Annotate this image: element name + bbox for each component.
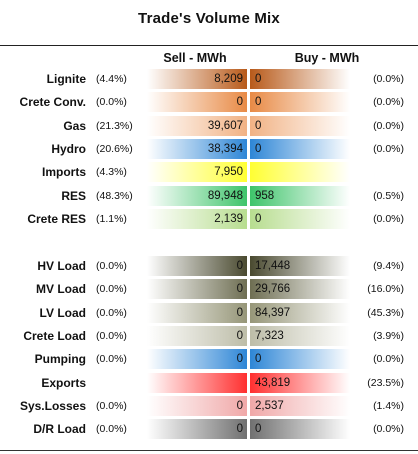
sell-percent: (0.0%) [96,423,127,436]
buy-value-cell: 958 [250,185,350,206]
buy-percent: (9.4%) [373,260,404,272]
row-label: Crete Conv. [19,95,86,110]
buy-percent: (0.0%) [373,96,404,109]
table-row: Crete RES (1.1%) 2,139 0 (0.0%) [0,208,418,229]
buy-value-cell: 29,766 [250,279,350,300]
buy-percent: (23.5%) [367,376,404,389]
table-row: Imports (4.3%) 7,950 [0,162,418,183]
sell-value-cell: 0 [147,349,247,370]
buy-percent: (0.0%) [373,423,404,436]
buy-value-cell: 7,323 [250,325,350,346]
buy-value-cell: 0 [250,138,350,159]
buy-value-cell: 0 [250,419,350,440]
buy-percent: (0.0%) [373,119,404,132]
table-row: Exports 43,819 (23.5%) [0,372,418,393]
row-label: Crete Load [23,328,86,343]
sell-value-cell [147,372,247,393]
buy-value-cell: 0 [250,92,350,113]
table-row: RES (48.3%) 89,948 958 (0.5%) [0,185,418,206]
table-row: HV Load (0.0%) 0 17,448 (9.4%) [0,256,418,276]
buy-percent: (45.3%) [367,306,404,319]
sell-percent: (21.3%) [96,119,133,132]
table-row: Hydro (20.6%) 38,394 0 (0.0%) [0,138,418,159]
buy-value-cell: 17,448 [250,256,350,276]
row-label: LV Load [39,305,86,320]
sell-percent: (0.0%) [96,306,127,319]
buy-value-cell: 84,397 [250,302,350,323]
sell-value-cell: 8,209 [147,69,247,89]
sell-value-cell: 0 [147,92,247,113]
row-label: MV Load [36,282,86,297]
sell-value-cell: 0 [147,325,247,346]
sell-value-cell: 89,948 [147,185,247,206]
row-label: Exports [41,375,86,390]
column-divider [247,66,250,446]
sell-percent: (4.4%) [96,73,127,85]
buy-percent: (0.0%) [373,142,404,155]
row-label: Pumping [34,352,86,367]
sell-value-cell: 7,950 [147,162,247,183]
buy-value-cell: 0 [250,208,350,229]
sell-value-cell: 0 [147,302,247,323]
sell-value-cell: 38,394 [147,138,247,159]
table-row: D/R Load (0.0%) 0 0 (0.0%) [0,419,418,440]
sell-percent: (0.0%) [96,329,127,342]
bottom-rule [0,450,418,451]
top-rule [0,45,418,46]
sell-value-cell: 0 [147,395,247,416]
sell-percent: (0.0%) [96,399,127,412]
sell-percent: (0.0%) [96,96,127,109]
table-row: Crete Conv. (0.0%) 0 0 (0.0%) [0,92,418,113]
table-row: MV Load (0.0%) 0 29,766 (16.0%) [0,279,418,300]
buy-value-cell: 43,819 [250,372,350,393]
row-label: Crete RES [27,211,86,226]
buy-value-cell: 2,537 [250,395,350,416]
row-label: D/R Load [33,422,86,437]
buy-value-cell [250,162,350,183]
table-row: Gas (21.3%) 39,607 0 (0.0%) [0,115,418,136]
buy-value-cell: 0 [250,115,350,136]
table-row: Sys.Losses (0.0%) 0 2,537 (1.4%) [0,395,418,416]
sell-percent: (4.3%) [96,166,127,179]
chart-title: Trade's Volume Mix [138,10,280,27]
sell-value-cell: 0 [147,419,247,440]
row-label: Gas [63,118,86,133]
buy-header: Buy - MWh [294,51,360,65]
table-row: Pumping (0.0%) 0 0 (0.0%) [0,349,418,370]
sell-header: Sell - MWh [163,51,227,65]
sell-percent: (48.3%) [96,189,133,202]
table-row: LV Load (0.0%) 0 84,397 (45.3%) [0,302,418,323]
sell-value-cell: 2,139 [147,208,247,229]
buy-percent: (0.0%) [373,73,404,85]
buy-percent: (0.0%) [373,353,404,366]
row-label: Imports [41,165,86,180]
row-label: RES [61,188,86,203]
row-label: Lignite [46,72,86,86]
buy-value-cell: 0 [250,69,350,89]
buy-percent: (3.9%) [373,329,404,342]
sell-percent: (20.6%) [96,142,133,155]
sell-percent: (0.0%) [96,260,127,272]
row-label: Hydro [51,141,86,156]
sell-percent: (1.1%) [96,212,127,225]
sell-value-cell: 0 [147,256,247,276]
buy-percent: (1.4%) [373,399,404,412]
table-row: Crete Load (0.0%) 0 7,323 (3.9%) [0,325,418,346]
sell-value-cell: 0 [147,279,247,300]
buy-percent: (0.5%) [373,189,404,202]
row-label: Sys.Losses [19,398,86,413]
buy-percent: (16.0%) [367,283,404,296]
sell-value-cell: 39,607 [147,115,247,136]
buy-value-cell: 0 [250,349,350,370]
sell-percent: (0.0%) [96,353,127,366]
sell-percent: (0.0%) [96,283,127,296]
buy-percent: (0.0%) [373,212,404,225]
row-label: HV Load [37,259,86,273]
table-row: Lignite (4.4%) 8,209 0 (0.0%) [0,69,418,89]
